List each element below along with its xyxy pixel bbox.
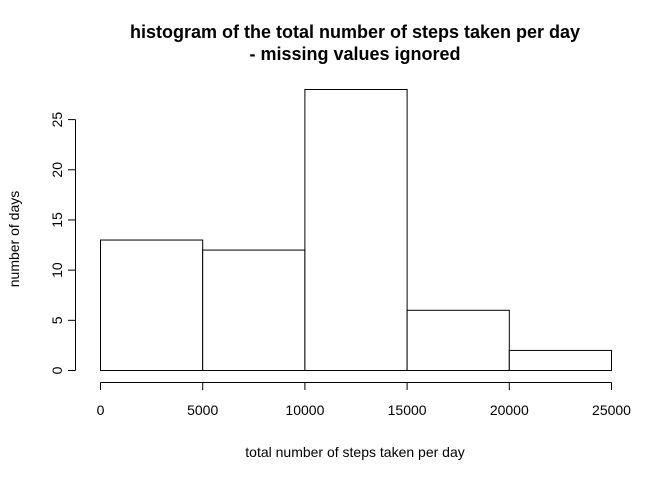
- chart-subtitle: - missing values ignored: [249, 44, 460, 64]
- y-tick-label-3: 15: [49, 212, 65, 228]
- bar-1: [202, 249, 306, 371]
- x-tick-label-1: 5000: [187, 402, 218, 418]
- x-tick-label-2: 10000: [285, 402, 324, 418]
- y-tick-label-0: 0: [49, 366, 65, 374]
- bar-0: [100, 239, 204, 371]
- bar-3: [406, 309, 510, 371]
- y-tick-label-1: 5: [49, 316, 65, 324]
- x-tick-label-5: 25000: [592, 402, 631, 418]
- x-tick-label-3: 15000: [388, 402, 427, 418]
- chart-title: histogram of the total number of steps t…: [130, 22, 580, 42]
- y-tick-label-4: 20: [49, 162, 65, 178]
- bar-4: [508, 349, 612, 371]
- y-axis-label: number of days: [6, 191, 22, 288]
- bar-2: [304, 89, 408, 371]
- x-axis-label: total number of steps taken per day: [245, 444, 464, 460]
- x-axis: 0 5000 10000 15000 20000 25000: [97, 382, 631, 418]
- x-tick-label-4: 20000: [490, 402, 529, 418]
- y-tick-label-2: 10: [49, 262, 65, 278]
- x-tick-label-0: 0: [97, 402, 105, 418]
- bars-group: [100, 89, 612, 371]
- y-axis: 0 5 10 15 20 25: [49, 112, 76, 374]
- y-tick-label-5: 25: [49, 112, 65, 128]
